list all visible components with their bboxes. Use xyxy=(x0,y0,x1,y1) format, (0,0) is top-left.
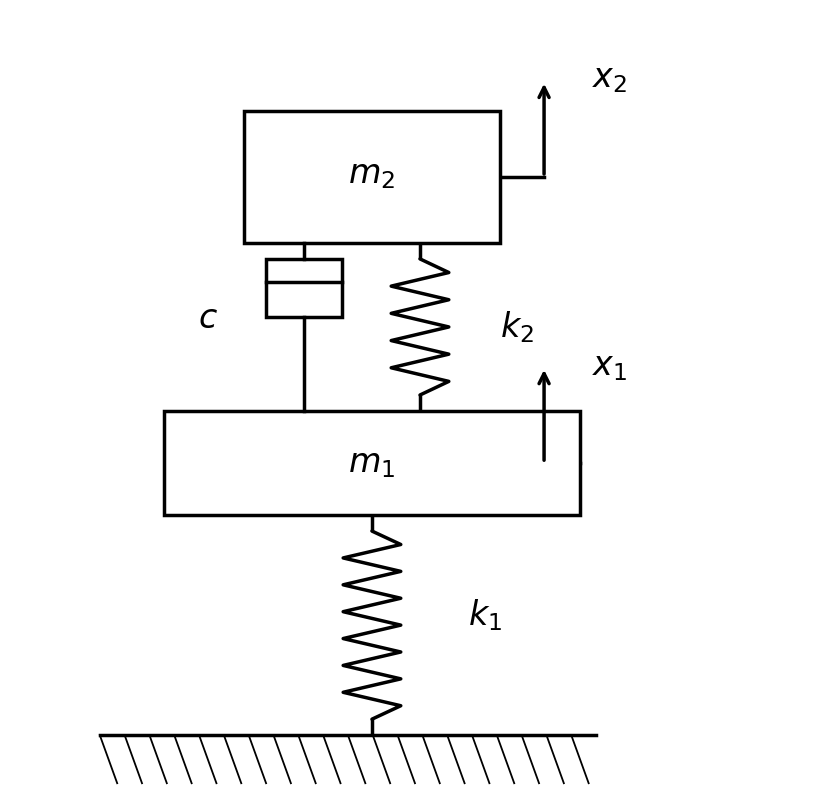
Bar xyxy=(265,259,343,317)
Text: $m_2$: $m_2$ xyxy=(349,158,396,191)
Text: $k_1$: $k_1$ xyxy=(468,597,502,633)
Text: $m_1$: $m_1$ xyxy=(349,447,396,480)
Text: $c$: $c$ xyxy=(198,302,218,335)
Bar xyxy=(164,411,580,515)
Text: $x_2$: $x_2$ xyxy=(592,62,627,95)
Bar xyxy=(244,111,500,243)
Text: $x_1$: $x_1$ xyxy=(592,351,627,384)
Text: $k_2$: $k_2$ xyxy=(500,310,534,345)
